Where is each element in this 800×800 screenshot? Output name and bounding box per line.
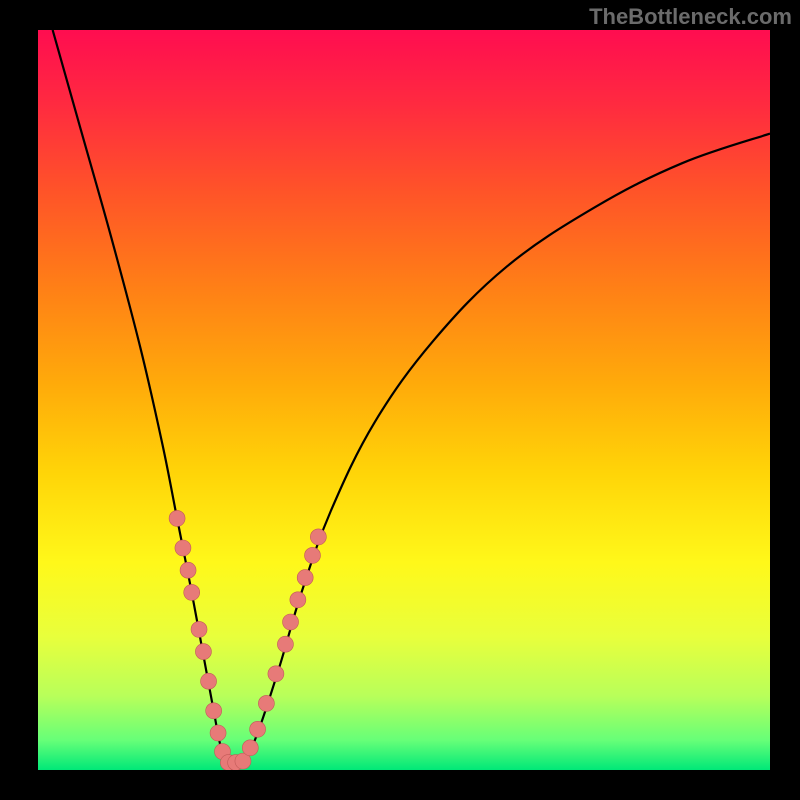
- marker-point: [310, 529, 326, 545]
- curve-layer: [38, 30, 770, 770]
- plot-area: [38, 30, 770, 770]
- marker-point: [305, 547, 321, 563]
- marker-point: [169, 510, 185, 526]
- marker-point: [283, 614, 299, 630]
- marker-point: [242, 740, 258, 756]
- marker-point: [277, 636, 293, 652]
- marker-point: [175, 540, 191, 556]
- marker-point: [268, 666, 284, 682]
- marker-point: [191, 621, 207, 637]
- marker-point: [195, 644, 211, 660]
- marker-point: [206, 703, 222, 719]
- marker-point: [297, 570, 313, 586]
- marker-point: [258, 695, 274, 711]
- marker-point: [250, 721, 266, 737]
- marker-point: [184, 584, 200, 600]
- marker-point: [201, 673, 217, 689]
- marker-point: [210, 725, 226, 741]
- marker-point: [290, 592, 306, 608]
- chart-container: TheBottleneck.com: [0, 0, 800, 800]
- curve-right-branch: [228, 134, 770, 767]
- watermark-text: TheBottleneck.com: [589, 4, 792, 30]
- marker-point: [180, 562, 196, 578]
